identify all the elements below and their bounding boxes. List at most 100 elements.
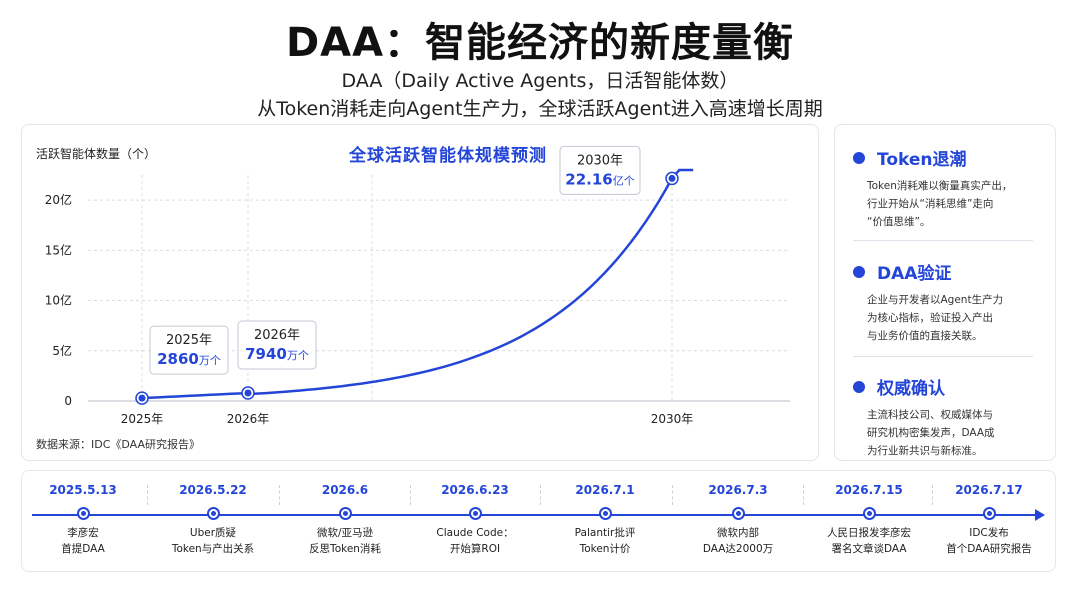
series-line — [141, 168, 694, 400]
timeline-axis — [32, 514, 1037, 516]
callout-year: 2025年 — [166, 333, 212, 348]
x-tick-label: 2030年 — [651, 412, 694, 426]
event-date: 2026.7.15 — [835, 483, 903, 497]
event-line: 开始算ROI — [449, 543, 501, 555]
timeline-event: 2026.6.23 Claude Code： 开始算ROI — [410, 483, 540, 557]
chart-panel: 活跃智能体数量（个） 全球活跃智能体规模预测 0 5亿 10亿 15亿 20亿 2025年 20… — [21, 124, 819, 461]
side-item-daa: DAA验证 企业与开发者以Agent生产力 为核心指标，验证投入产出 与业务价值… — [853, 259, 1043, 345]
timeline-event: 2026.5.22 Uber质疑 Token与产出关系 — [148, 483, 278, 557]
timeline-dot-icon — [731, 507, 745, 520]
timeline-event: 2026.7.1 Palantir批评 Token计价 — [540, 483, 670, 557]
event-date: 2026.6 — [321, 483, 369, 497]
side-item-authority: 权威确认 主流科技公司、权威媒体与 研究机构密集发声，DAA成 为行业新共识与新… — [853, 374, 1043, 460]
side-item-desc: 为行业新共识与新标准。 — [867, 445, 983, 457]
timeline-event: 2025.5.13 李彦宏首提DAA — [18, 483, 148, 557]
callout-year: 2030年 — [577, 153, 623, 168]
timeline-event: 2026.6 微软/亚马逊 反思Token消耗 — [280, 483, 410, 557]
event-line: 首个DAA研究报告 — [946, 543, 1032, 555]
callout-value: 22.16亿个 — [565, 170, 634, 188]
callout-year: 2026年 — [254, 328, 300, 343]
timeline-separator — [540, 485, 541, 505]
callout-value: 2860万个 — [157, 350, 221, 368]
timeline-separator — [803, 485, 804, 505]
side-panel: Token退潮 Token消耗难以衡量真实产出， 行业开始从“消耗思维”走向 “… — [834, 124, 1056, 461]
timeline-event: 2026.7.17 IDC发布 首个DAA研究报告 — [924, 483, 1054, 557]
timeline-separator — [672, 485, 673, 505]
side-item-desc: Token消耗难以衡量真实产出， — [867, 180, 1013, 192]
event-date: 2026.6.23 — [441, 483, 509, 497]
y-tick-label: 15亿 — [45, 242, 72, 257]
event-line: 李彦宏 — [67, 527, 99, 539]
y-axis-label: 活跃智能体数量（个） — [36, 146, 156, 161]
page-subtitle: DAA（Daily Active Agents，日活智能体数） — [341, 70, 739, 92]
timeline-dot-icon — [862, 507, 876, 520]
timeline-dot-icon — [338, 507, 352, 520]
event-line: Token与产出关系 — [171, 543, 255, 555]
callout-number: 7940 — [245, 345, 287, 363]
y-tick-label: 0 — [64, 394, 72, 408]
timeline-dot-icon — [206, 507, 220, 520]
timeline-dot-icon — [982, 507, 996, 520]
callout-value: 7940万个 — [245, 345, 309, 363]
side-item-title: 权威确认 — [877, 379, 945, 399]
side-item-desc: 为核心指标，验证投入产出 — [867, 312, 993, 324]
arrow-right-icon — [1035, 509, 1045, 521]
x-tick-label: 2026年 — [227, 412, 270, 426]
y-tick-label: 5亿 — [52, 343, 72, 358]
event-line: Token计价 — [579, 543, 631, 555]
callout-unit: 万个 — [199, 354, 221, 367]
bullet-icon — [853, 265, 865, 278]
timeline-separator — [147, 485, 148, 505]
callout-unit: 万个 — [287, 349, 309, 362]
side-item-desc: “价值思维”。 — [867, 216, 931, 228]
event-date: 2026.7.3 — [708, 483, 768, 497]
event-line: 微软内部 — [717, 527, 759, 539]
timeline-dot-icon — [598, 507, 612, 520]
timeline-separator — [279, 485, 280, 505]
x-tick-label: 2025年 — [121, 412, 164, 426]
event-line: 微软/亚马逊 — [316, 527, 374, 539]
side-item-desc: 研究机构密集发声，DAA成 — [867, 427, 995, 439]
callout-box — [149, 325, 229, 375]
timeline-event: 2026.7.15 人民日报发李彦宏 署名文章谈DAA — [804, 483, 934, 557]
y-tick-label: 20亿 — [45, 192, 72, 207]
event-line: 人民日报发李彦宏 — [827, 527, 911, 539]
callout-box — [237, 320, 317, 370]
callout-unit: 亿个 — [613, 174, 635, 187]
callout-box — [559, 145, 641, 195]
divider — [853, 240, 1033, 241]
event-date: 2026.7.1 — [575, 483, 635, 497]
bullet-icon — [853, 151, 865, 164]
event-line: 署名文章谈DAA — [831, 543, 907, 555]
timeline-separator — [932, 485, 933, 505]
page-title: DAA：智能经济的新度量衡 — [285, 20, 795, 66]
side-item-token: Token退潮 Token消耗难以衡量真实产出， 行业开始从“消耗思维”走向 “… — [853, 145, 1043, 231]
side-item-desc: 企业与开发者以Agent生产力 — [867, 294, 1004, 306]
timeline-panel: 2025.5.13 李彦宏首提DAA 2026.5.22 Uber质疑 Token… — [21, 470, 1056, 572]
side-item-desc: 与业务价值的直接关联。 — [867, 330, 983, 342]
event-date: 2026.7.17 — [955, 483, 1023, 497]
event-line: DAA达2000万 — [702, 543, 774, 555]
data-point — [668, 174, 676, 182]
event-line: 首提DAA — [61, 543, 105, 555]
data-point — [138, 394, 146, 402]
side-item-title: Token退潮 — [877, 150, 967, 170]
timeline-dot-icon — [76, 507, 90, 520]
side-item-title: DAA验证 — [877, 264, 952, 284]
event-line: Palantir批评 — [574, 527, 636, 539]
callout-number: 2860 — [157, 350, 199, 368]
divider — [853, 356, 1033, 357]
event-date: 2025.5.13 — [49, 483, 117, 497]
timeline-dot-icon — [468, 507, 482, 520]
chart-title: 全球活跃智能体规模预测 — [348, 145, 547, 166]
side-item-desc: 行业开始从“消耗思维”走向 — [867, 198, 994, 210]
event-line: 反思Token消耗 — [309, 543, 381, 555]
daa-forecast-chart: 活跃智能体数量（个） 全球活跃智能体规模预测 0 5亿 10亿 15亿 20亿 2025年 20… — [36, 145, 790, 451]
source-note: 数据来源：IDC《DAA研究报告》 — [36, 437, 200, 451]
side-item-desc: 主流科技公司、权威媒体与 — [867, 409, 993, 421]
page-tagline: 从Token消耗走向Agent生产力，全球活跃Agent进入高速增长周期 — [257, 98, 823, 120]
timeline-event: 2026.7.3 微软内部 DAA达2000万 — [673, 483, 803, 557]
data-point — [244, 389, 252, 397]
event-line: Uber质疑 — [189, 527, 237, 539]
event-date: 2026.5.22 — [179, 483, 247, 497]
